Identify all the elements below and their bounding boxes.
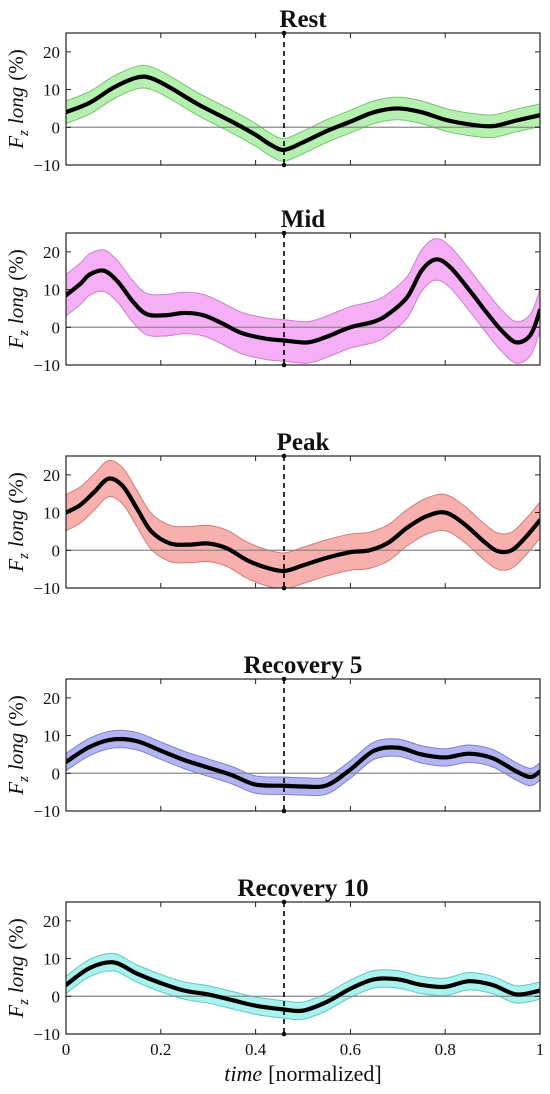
panel-title: Rest (279, 6, 327, 33)
ylabel-subscript: z (16, 330, 32, 337)
y-tick-label: 20 (43, 43, 60, 62)
y-tick-label: 0 (52, 764, 61, 783)
y-tick-label: 20 (43, 243, 60, 262)
band-lower-edge (66, 279, 540, 364)
band-upper-edge (66, 238, 540, 323)
ylabel-symbol: F (4, 782, 28, 796)
panel-title: Recovery 10 (237, 875, 368, 902)
y-tick-label: −10 (33, 579, 60, 598)
plot-frame (65, 455, 541, 589)
confidence-band (66, 238, 540, 364)
y-tick-label: 10 (43, 950, 60, 969)
y-tick-label: 0 (52, 118, 61, 137)
x-tick-label: 0.8 (435, 1040, 456, 1059)
mean-line (66, 257, 540, 345)
ylabel-subscript: z (16, 130, 32, 137)
ylabel-unit: (%) (4, 49, 28, 80)
plot-frame (65, 678, 541, 812)
y-tick-label: −10 (33, 356, 60, 375)
x-tick-label: 0.2 (150, 1040, 171, 1059)
ylabel-word: long (4, 87, 28, 124)
y-tick-label: 10 (43, 504, 60, 523)
y-tick-label: 20 (43, 912, 60, 931)
y-tick-label: 0 (52, 318, 61, 337)
confidence-band (66, 460, 540, 588)
plot-frame (65, 232, 541, 366)
y-axis-label: Fz long (%) (4, 918, 32, 1019)
band-lower-edge (66, 747, 540, 797)
y-axis-label: Fz long (%) (4, 695, 32, 796)
band-upper-edge (66, 952, 540, 1003)
y-tick-label: 0 (52, 541, 61, 560)
y-axis-label: Fz long (%) (4, 49, 32, 150)
y-tick-label: 10 (43, 81, 60, 100)
ylabel-symbol: F (4, 336, 28, 350)
y-tick-label: −10 (33, 1025, 60, 1044)
ylabel-subscript: z (16, 553, 32, 560)
ylabel-word: long (4, 510, 28, 547)
ylabel-unit: (%) (4, 472, 28, 503)
ylabel-subscript: z (16, 776, 32, 783)
ylabel-symbol: F (4, 136, 28, 150)
panel-2: Mid −10 0 10 20 Fz long (%) (4, 206, 541, 375)
plot-frame (65, 32, 541, 166)
mean-line (66, 960, 540, 1014)
x-tick-label: 1 (536, 1040, 545, 1059)
panel-title: Recovery 5 (244, 652, 363, 679)
band-lower-edge (66, 87, 540, 162)
x-axis-label: time [normalized] (224, 1061, 382, 1086)
y-tick-label: −10 (33, 802, 60, 821)
confidence-band (66, 65, 540, 162)
ylabel-unit: (%) (4, 695, 28, 726)
panel-3: Peak −10 0 10 20 Fz long (%) (4, 429, 541, 598)
ylabel-unit: (%) (4, 918, 28, 949)
ylabel-word: long (4, 733, 28, 770)
x-tick-label: 0.4 (245, 1040, 267, 1059)
mean-line (66, 476, 540, 574)
mean-line (66, 74, 540, 153)
ylabel-symbol: F (4, 1005, 28, 1019)
panel-title: Peak (277, 429, 330, 456)
y-tick-label: 10 (43, 727, 60, 746)
band-lower-edge (66, 970, 540, 1021)
ylabel-word: long (4, 287, 28, 324)
y-tick-label: 10 (43, 281, 60, 300)
xlabel-rest: [normalized] (268, 1061, 382, 1086)
panel-title: Mid (281, 206, 326, 233)
confidence-band (66, 730, 540, 796)
band-upper-edge (66, 64, 540, 140)
band-upper-edge (66, 729, 540, 779)
y-tick-label: 20 (43, 466, 60, 485)
mean-line (66, 736, 540, 790)
xlabel-italic: time (224, 1061, 262, 1086)
ylabel-unit: (%) (4, 249, 28, 280)
x-tick-label: 0 (62, 1040, 71, 1059)
ylabel-word: long (4, 956, 28, 993)
ylabel-subscript: z (16, 999, 32, 1006)
y-axis-label: Fz long (%) (4, 249, 32, 350)
panel-4: Recovery 5 −10 0 10 20 Fz long (%) (4, 652, 541, 821)
panel-1: Rest −10 0 10 20 Fz long (%) (4, 6, 541, 175)
x-tick-label: 0.6 (340, 1040, 361, 1059)
y-tick-label: −10 (33, 156, 60, 175)
y-axis-label: Fz long (%) (4, 472, 32, 573)
plot-frame (65, 901, 541, 1035)
y-tick-label: 20 (43, 689, 60, 708)
y-tick-label: 0 (52, 987, 61, 1006)
ylabel-symbol: F (4, 559, 28, 573)
